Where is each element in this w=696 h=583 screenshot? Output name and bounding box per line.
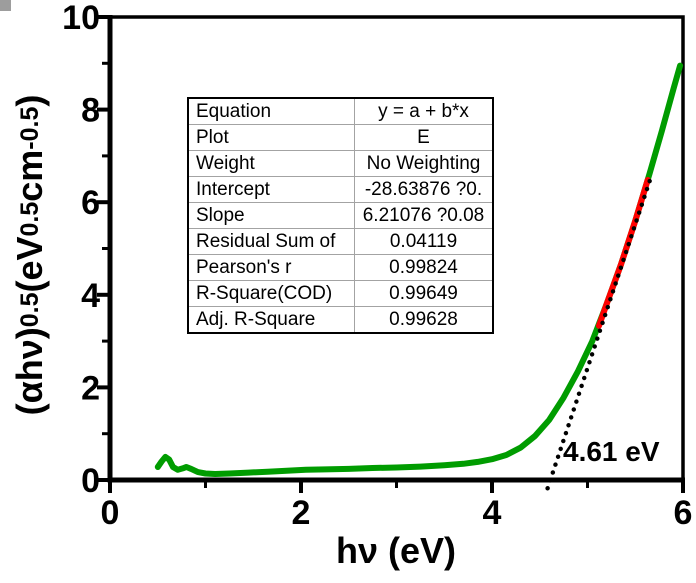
stats-value-cell: 0.99628 [354, 306, 494, 334]
stats-value-cell: 6.21076 ?0.08 [354, 202, 494, 229]
stats-value-cell: 0.99649 [354, 280, 494, 307]
corner-artifact-square [0, 0, 11, 11]
stats-label-cell: R-Square(COD) [187, 280, 355, 307]
y-title-text: (eV [9, 236, 50, 293]
stats-table-row: Weight No Weighting [187, 150, 494, 177]
stats-table-row: Slope 6.21076 ?0.08 [187, 202, 494, 229]
y-tick-label: 10 [62, 0, 100, 37]
stats-value-cell: 0.04119 [354, 228, 494, 255]
stats-label-cell: Pearson's r [187, 254, 355, 281]
stats-value-cell: E [354, 124, 494, 151]
x-tick-label: 2 [292, 494, 311, 532]
fit-stats-table: Equation y = a + b*x Plot E Weight No Weighti… [187, 97, 494, 334]
stats-label-cell: Weight [187, 150, 355, 177]
stats-label-cell: Slope [187, 202, 355, 229]
fit-stats-table-body: Equation y = a + b*x Plot E Weight No Weighti… [187, 97, 494, 334]
y-title-text: ) [9, 94, 50, 107]
stats-label-cell: Plot [187, 124, 355, 151]
x-tick-label: 4 [483, 494, 502, 532]
stats-value-cell: y = a + b*x [354, 97, 494, 125]
stats-label-cell: Adj. R-Square [187, 306, 355, 334]
stats-table-row: Plot E [187, 124, 494, 151]
stats-table-row: Adj. R-Square 0.99628 [187, 306, 494, 334]
stats-table-row: Intercept -28.63876 ?0. [187, 176, 494, 203]
linear-fit-segment [596, 177, 651, 329]
stats-label-cell: Equation [187, 97, 355, 125]
stats-table-row: Residual Sum of 0.04119 [187, 228, 494, 255]
y-tick-label: 6 [81, 184, 100, 222]
y-tick-label: 2 [81, 369, 100, 407]
stats-table-row: R-Square(COD) 0.99649 [187, 280, 494, 307]
y-title-text: (αhν) [9, 327, 50, 416]
y-axis-title: (αhν) 0.5 (eV 0.5 cm -0.5) [9, 94, 50, 416]
stats-table-row: Equation y = a + b*x [187, 97, 494, 125]
y-tick-label: 0 [81, 462, 100, 500]
stats-label-cell: Intercept [187, 176, 355, 203]
stats-value-cell: 0.99824 [354, 254, 494, 281]
y-tick-label: 8 [81, 92, 100, 130]
stats-value-cell: -28.63876 ?0. [354, 176, 494, 203]
x-axis-title: hν (eV) [335, 530, 457, 571]
y-title-text: cm [9, 149, 50, 202]
x-tick-label: 0 [101, 494, 120, 532]
stats-table-row: Pearson's r 0.99824 [187, 254, 494, 281]
stats-value-cell: No Weighting [354, 150, 494, 177]
stats-label-cell: Residual Sum of [187, 228, 355, 255]
y-tick-label: 4 [81, 277, 100, 315]
x-tick-label: 6 [674, 494, 693, 532]
bandgap-annotation: 4.61 eV [563, 436, 660, 467]
